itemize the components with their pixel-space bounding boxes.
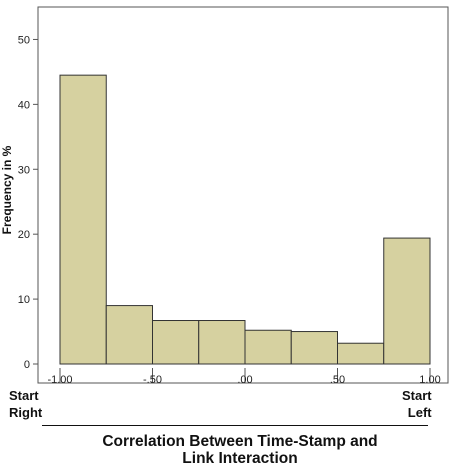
right-end-label-line2: Left bbox=[407, 405, 432, 420]
x-tick-label: 1.00 bbox=[419, 374, 440, 386]
histogram-bar bbox=[337, 342, 385, 365]
y-tick-label: 20 bbox=[18, 229, 30, 241]
plot-frame bbox=[37, 6, 449, 384]
chart-title: Correlation Between Time-Stamp and Link … bbox=[40, 433, 440, 467]
x-tick-label: .00 bbox=[237, 374, 252, 386]
chart-title-line2: Link Interaction bbox=[182, 450, 298, 467]
y-tick-label: 40 bbox=[18, 99, 30, 111]
y-axis: 0 10 20 30 40 50 bbox=[18, 34, 38, 371]
y-tick-label: 50 bbox=[18, 34, 30, 46]
histogram-bar bbox=[152, 320, 200, 365]
y-tick-label: 30 bbox=[18, 164, 30, 176]
bars-group bbox=[59, 74, 431, 365]
chart-title-line1: Correlation Between Time-Stamp and bbox=[102, 433, 378, 450]
y-axis-label: Frequency in % bbox=[0, 145, 14, 234]
histogram-bar bbox=[59, 74, 107, 365]
x-axis-left-end-label: Start Right bbox=[9, 387, 42, 421]
left-end-label-line1: Start bbox=[9, 388, 39, 403]
histogram-bar bbox=[383, 237, 431, 365]
histogram-bar bbox=[290, 331, 338, 365]
y-tick-label: 10 bbox=[18, 294, 30, 306]
x-tick-label: -.50 bbox=[143, 374, 162, 386]
histogram-chart: 0 10 20 30 40 50 -1.00 -.50 .00 .50 1.00 Frequenc… bbox=[0, 6, 449, 386]
title-divider bbox=[42, 425, 428, 426]
histogram-bar bbox=[244, 329, 292, 365]
x-axis: -1.00 -.50 .00 .50 1.00 bbox=[47, 368, 441, 386]
x-axis-right-end-label: Start Left bbox=[402, 387, 432, 421]
right-end-label-line1: Start bbox=[402, 388, 432, 403]
left-end-label-line2: Right bbox=[9, 405, 43, 420]
histogram-bar bbox=[198, 320, 246, 365]
y-tick-label: 0 bbox=[24, 359, 30, 371]
x-tick-label: -1.00 bbox=[47, 374, 72, 386]
histogram-bar bbox=[105, 305, 153, 365]
x-tick-label: .50 bbox=[330, 374, 345, 386]
